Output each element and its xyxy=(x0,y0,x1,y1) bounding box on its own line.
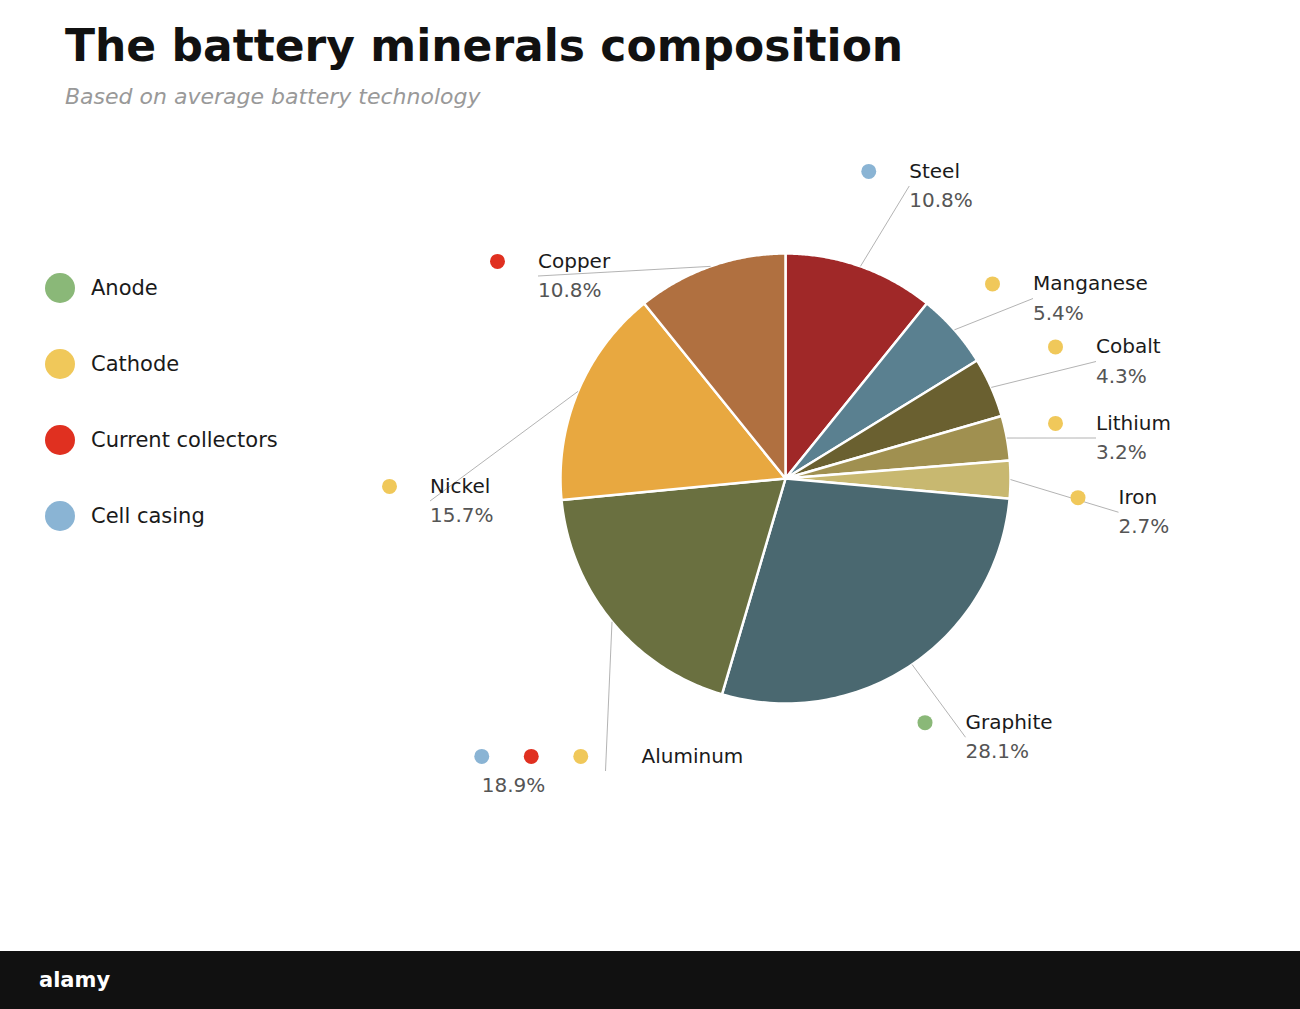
html-text:Cell casing: Cell casing xyxy=(91,504,205,528)
svg-text:Iron: Iron xyxy=(1119,485,1158,509)
svg-text:Copper: Copper xyxy=(538,249,611,273)
svg-text:15.7%: 15.7% xyxy=(430,503,494,527)
html-text:Cathode: Cathode xyxy=(91,352,180,376)
html-text:The battery minerals compositi: The battery minerals composition xyxy=(65,20,904,71)
svg-text:2.7%: 2.7% xyxy=(1119,514,1170,538)
svg-text:3.2%: 3.2% xyxy=(1096,440,1147,464)
svg-text:Steel: Steel xyxy=(909,159,960,183)
svg-text:5.4%: 5.4% xyxy=(1033,301,1084,325)
svg-text:28.1%: 28.1% xyxy=(966,739,1030,763)
html-text:Anode: Anode xyxy=(91,276,158,300)
svg-text:Manganese: Manganese xyxy=(1033,271,1148,295)
svg-text:Nickel: Nickel xyxy=(430,474,490,498)
svg-text:Cobalt: Cobalt xyxy=(1096,334,1161,358)
svg-text:18.9%: 18.9% xyxy=(482,773,546,797)
html-text:Based on average battery techn: Based on average battery technology xyxy=(65,84,481,110)
svg-text:Graphite: Graphite xyxy=(966,710,1053,734)
svg-text:4.3%: 4.3% xyxy=(1096,364,1147,388)
svg-text:10.8%: 10.8% xyxy=(538,278,602,302)
svg-text:10.8%: 10.8% xyxy=(909,188,973,212)
html-text:alamy: alamy xyxy=(39,968,111,992)
svg-text:Aluminum: Aluminum xyxy=(642,744,744,768)
html-text:Current collectors: Current collectors xyxy=(91,428,278,452)
svg-text:Lithium: Lithium xyxy=(1096,411,1171,435)
